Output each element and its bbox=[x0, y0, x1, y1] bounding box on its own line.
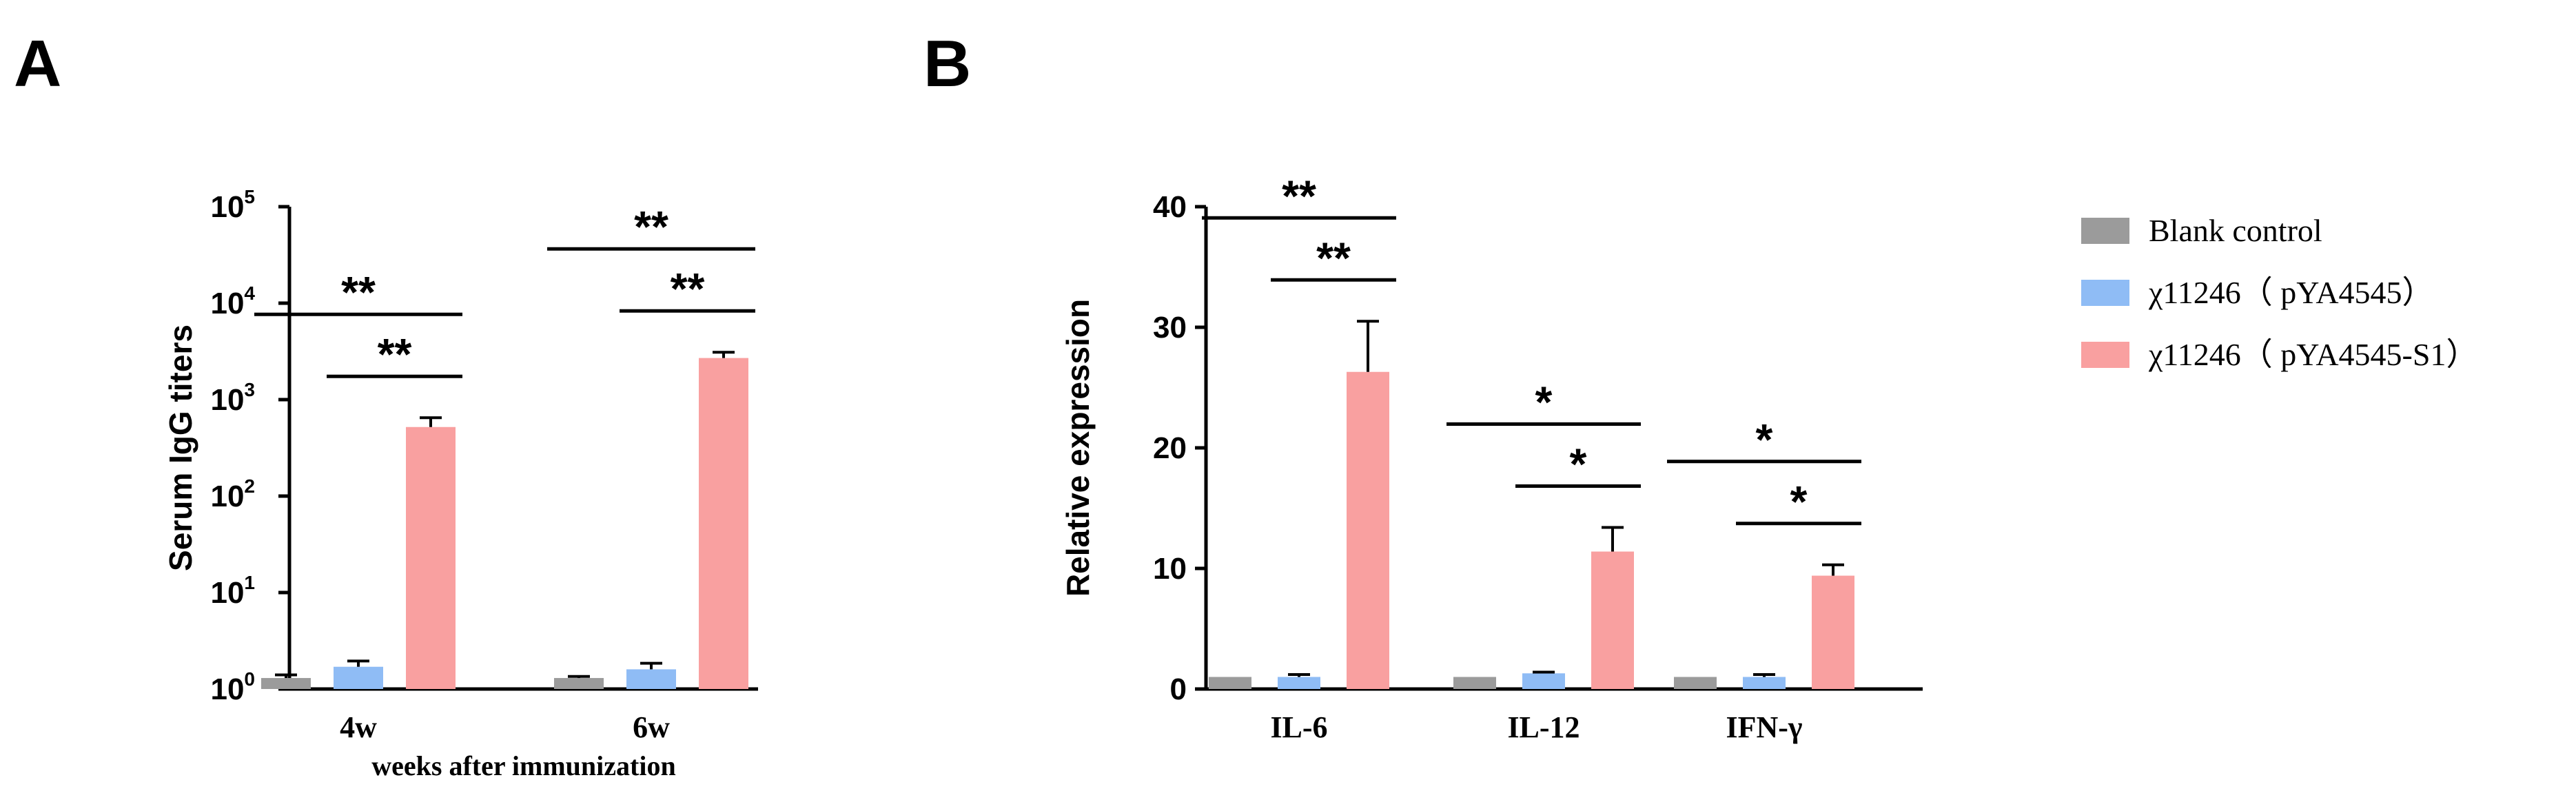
y-axis-title-a: Serum IgG titers bbox=[163, 325, 198, 571]
x-category-label: IFN-γ bbox=[1726, 710, 1802, 744]
x-category-label: IL-12 bbox=[1507, 710, 1580, 744]
y-tick-label: 40 bbox=[1153, 190, 1187, 224]
significance-b: ****** ** bbox=[1202, 171, 1861, 526]
bar-6w-2 bbox=[699, 358, 748, 689]
x-categories-a: 4w 6w bbox=[340, 710, 670, 744]
legend-label: Blank control bbox=[2149, 213, 2322, 248]
y-ticks-b: 0 10 20 30 40 bbox=[1153, 190, 1206, 706]
y-tick-label: 10 bbox=[1153, 552, 1187, 586]
significance-label: ** bbox=[1316, 233, 1351, 282]
bar-4w-2 bbox=[406, 426, 456, 689]
x-category-label: 6w bbox=[633, 710, 670, 744]
significance-label: * bbox=[1570, 440, 1587, 489]
legend: Blank control χ11246（ pYA4545） χ11246（ pYA… bbox=[2081, 213, 2477, 372]
significance-label: ** bbox=[378, 329, 412, 379]
legend-label: χ11246（ pYA4545） bbox=[2148, 275, 2434, 310]
bar-4w-0 bbox=[261, 678, 311, 689]
legend-swatch bbox=[2081, 218, 2129, 244]
y-tick-label: 102 bbox=[210, 475, 255, 513]
bar-IL-6-0 bbox=[1209, 677, 1251, 689]
x-categories-b: IL-6 IL-12 IFN-γ bbox=[1270, 710, 1802, 744]
bar-6w-1 bbox=[626, 669, 676, 689]
bar-4w-1 bbox=[334, 666, 383, 689]
y-tick-label: 100 bbox=[210, 668, 255, 706]
bar-IFN-γ-0 bbox=[1674, 677, 1717, 689]
y-tick-label: 105 bbox=[210, 186, 255, 224]
legend-swatch bbox=[2081, 280, 2129, 306]
bar-IL-12-0 bbox=[1453, 677, 1496, 689]
y-axis-title-b: Relative expression bbox=[1060, 299, 1096, 597]
panel-letter-a: A bbox=[14, 27, 61, 101]
significance-a: ******** bbox=[254, 202, 755, 379]
bars-b bbox=[1209, 320, 1854, 689]
bar-IL-6-2 bbox=[1347, 371, 1389, 689]
x-category-label: IL-6 bbox=[1270, 710, 1327, 744]
y-tick-label: 103 bbox=[210, 379, 255, 417]
significance-label: ** bbox=[634, 202, 668, 251]
bar-6w-0 bbox=[554, 678, 604, 689]
panel-letter-b: B bbox=[923, 27, 971, 101]
y-tick-label: 0 bbox=[1170, 672, 1187, 706]
bar-IL-12-1 bbox=[1522, 673, 1565, 689]
x-category-label: 4w bbox=[340, 710, 377, 744]
bars-a bbox=[261, 351, 748, 689]
significance-label: * bbox=[1756, 415, 1773, 464]
legend-swatch bbox=[2081, 342, 2129, 368]
significance-label: * bbox=[1790, 477, 1808, 526]
bar-IL-6-1 bbox=[1278, 677, 1320, 689]
y-tick-label: 30 bbox=[1153, 311, 1187, 345]
y-tick-label: 101 bbox=[210, 572, 255, 610]
significance-label: * bbox=[1535, 378, 1553, 427]
y-tick-label: 104 bbox=[210, 282, 255, 320]
bar-IFN-γ-2 bbox=[1812, 575, 1854, 689]
x-axis-title-a: weeks after immunization bbox=[371, 750, 675, 781]
y-tick-label: 20 bbox=[1153, 431, 1187, 465]
bar-IL-12-2 bbox=[1591, 551, 1634, 689]
significance-label: ** bbox=[341, 267, 376, 317]
y-ticks-a: 100 101 102 103 104 105 bbox=[210, 186, 289, 706]
significance-label: ** bbox=[671, 264, 705, 313]
legend-label: χ11246（ pYA4545-S1） bbox=[2148, 337, 2477, 372]
significance-label: ** bbox=[1282, 171, 1316, 220]
bar-IFN-γ-1 bbox=[1743, 677, 1786, 689]
